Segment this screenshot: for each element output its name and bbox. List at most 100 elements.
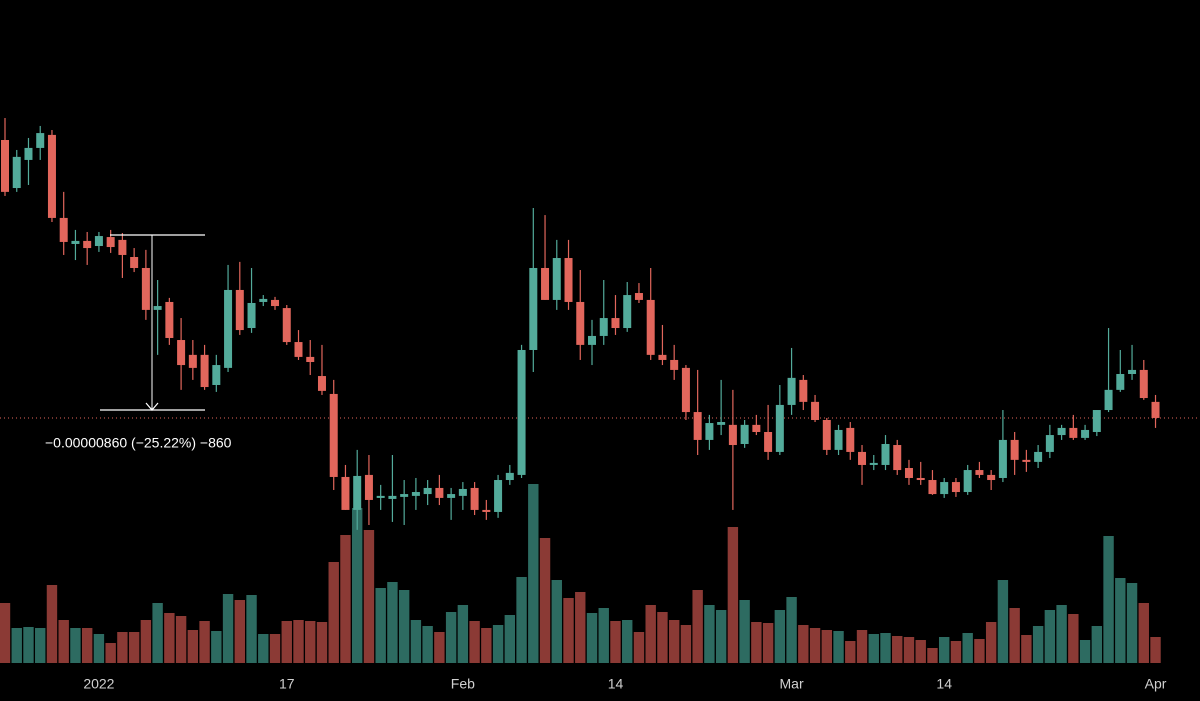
volume-bar: [222, 594, 234, 663]
candle-body: [212, 365, 221, 385]
volume-bar: [927, 648, 938, 663]
volume-bar: [504, 615, 516, 663]
volume-bar: [152, 603, 163, 663]
candle-body: [24, 147, 33, 160]
candle-body: [224, 289, 233, 368]
candle-body: [435, 487, 444, 498]
volume-bar: [1032, 626, 1044, 663]
candle-body: [904, 468, 913, 478]
candle-body: [153, 306, 162, 310]
volume-bar: [70, 628, 81, 663]
candle-body: [987, 474, 996, 481]
measure-arrow: [145, 402, 159, 411]
volume-bar: [316, 622, 328, 663]
candle-body: [599, 318, 608, 336]
volume-bar: [598, 608, 609, 663]
candle-body: [59, 217, 68, 242]
volume-bar: [1091, 626, 1103, 663]
volume-bar: [340, 535, 351, 663]
volume-bar: [622, 620, 633, 663]
volume-bar: [46, 585, 58, 663]
volume-bar: [281, 621, 292, 663]
candle-body: [940, 482, 949, 495]
volume-bar: [1044, 610, 1056, 663]
volume-bar: [105, 643, 116, 663]
volume-bar: [715, 610, 727, 663]
candle-body: [1057, 427, 1066, 436]
candle-body: [529, 267, 538, 350]
candle-body: [130, 256, 139, 268]
candle-body: [411, 492, 420, 496]
volume-bar: [187, 630, 199, 663]
volume-bar: [128, 632, 140, 663]
volume-bar: [939, 637, 950, 663]
candle-body: [400, 494, 409, 497]
candle-body: [670, 359, 679, 370]
candle-body: [1069, 427, 1078, 438]
volume-bar: [985, 622, 997, 663]
candle-body: [728, 424, 737, 446]
candle-body: [1045, 435, 1054, 452]
candle-body: [1151, 401, 1160, 418]
candle-body: [482, 509, 491, 512]
volume-bar: [422, 626, 433, 663]
candle-body: [963, 470, 972, 493]
candle-body: [1022, 459, 1031, 462]
volume-bar: [762, 623, 774, 663]
volume-bar: [751, 622, 762, 663]
volume-bar: [211, 631, 222, 663]
volume-bar: [962, 633, 973, 663]
candle-body: [470, 487, 479, 510]
volume-bar: [657, 612, 668, 663]
volume-bar: [258, 634, 269, 663]
volume-bar: [23, 627, 34, 663]
candle-body: [1, 139, 9, 192]
candle-body: [47, 134, 56, 218]
candle-body: [294, 342, 303, 357]
candle-body: [1104, 389, 1113, 411]
volume-bar: [140, 620, 152, 663]
volume-bar: [950, 641, 962, 663]
candle-body: [12, 156, 21, 189]
candle-body: [858, 451, 867, 465]
volume-bar: [845, 641, 856, 663]
volume-bar: [363, 530, 375, 663]
candle-body: [576, 301, 585, 345]
candle-body: [869, 462, 878, 465]
candle-body: [799, 379, 808, 402]
candle-body: [893, 445, 902, 471]
volume-bar: [234, 600, 245, 663]
candle-body: [341, 476, 350, 510]
candle-body: [200, 354, 209, 388]
volume-bar: [1021, 635, 1032, 663]
volume-bar: [774, 610, 786, 663]
volume-bar: [692, 590, 703, 663]
candle-body: [364, 474, 373, 500]
candle-body: [388, 495, 397, 499]
volume-bar: [1056, 605, 1067, 663]
x-tick-label: 14: [936, 676, 952, 692]
volume-bar: [633, 632, 645, 663]
candle-body: [1116, 374, 1125, 390]
volume-bar: [164, 613, 175, 663]
volume-bar: [668, 620, 680, 663]
candle-body: [1010, 439, 1019, 460]
volume-bar: [58, 620, 69, 663]
candle-body: [271, 299, 280, 307]
volume-bar: [492, 625, 504, 663]
volume-bar: [903, 637, 915, 663]
volume-bar: [1009, 608, 1020, 663]
candle-body: [681, 367, 690, 413]
x-tick-label: 2022: [83, 676, 114, 692]
candle-body: [177, 340, 186, 366]
candle-body: [1092, 410, 1101, 432]
volume-bar: [11, 628, 22, 663]
x-tick-label: Mar: [780, 676, 804, 692]
candle-body: [1034, 451, 1043, 462]
x-tick-label: Apr: [1145, 676, 1167, 692]
measure-label: −0.00000860 (−25.22%) −860: [45, 435, 232, 451]
volume-bar: [199, 621, 210, 663]
volume-bar: [457, 605, 469, 663]
volume-bar: [398, 590, 410, 663]
